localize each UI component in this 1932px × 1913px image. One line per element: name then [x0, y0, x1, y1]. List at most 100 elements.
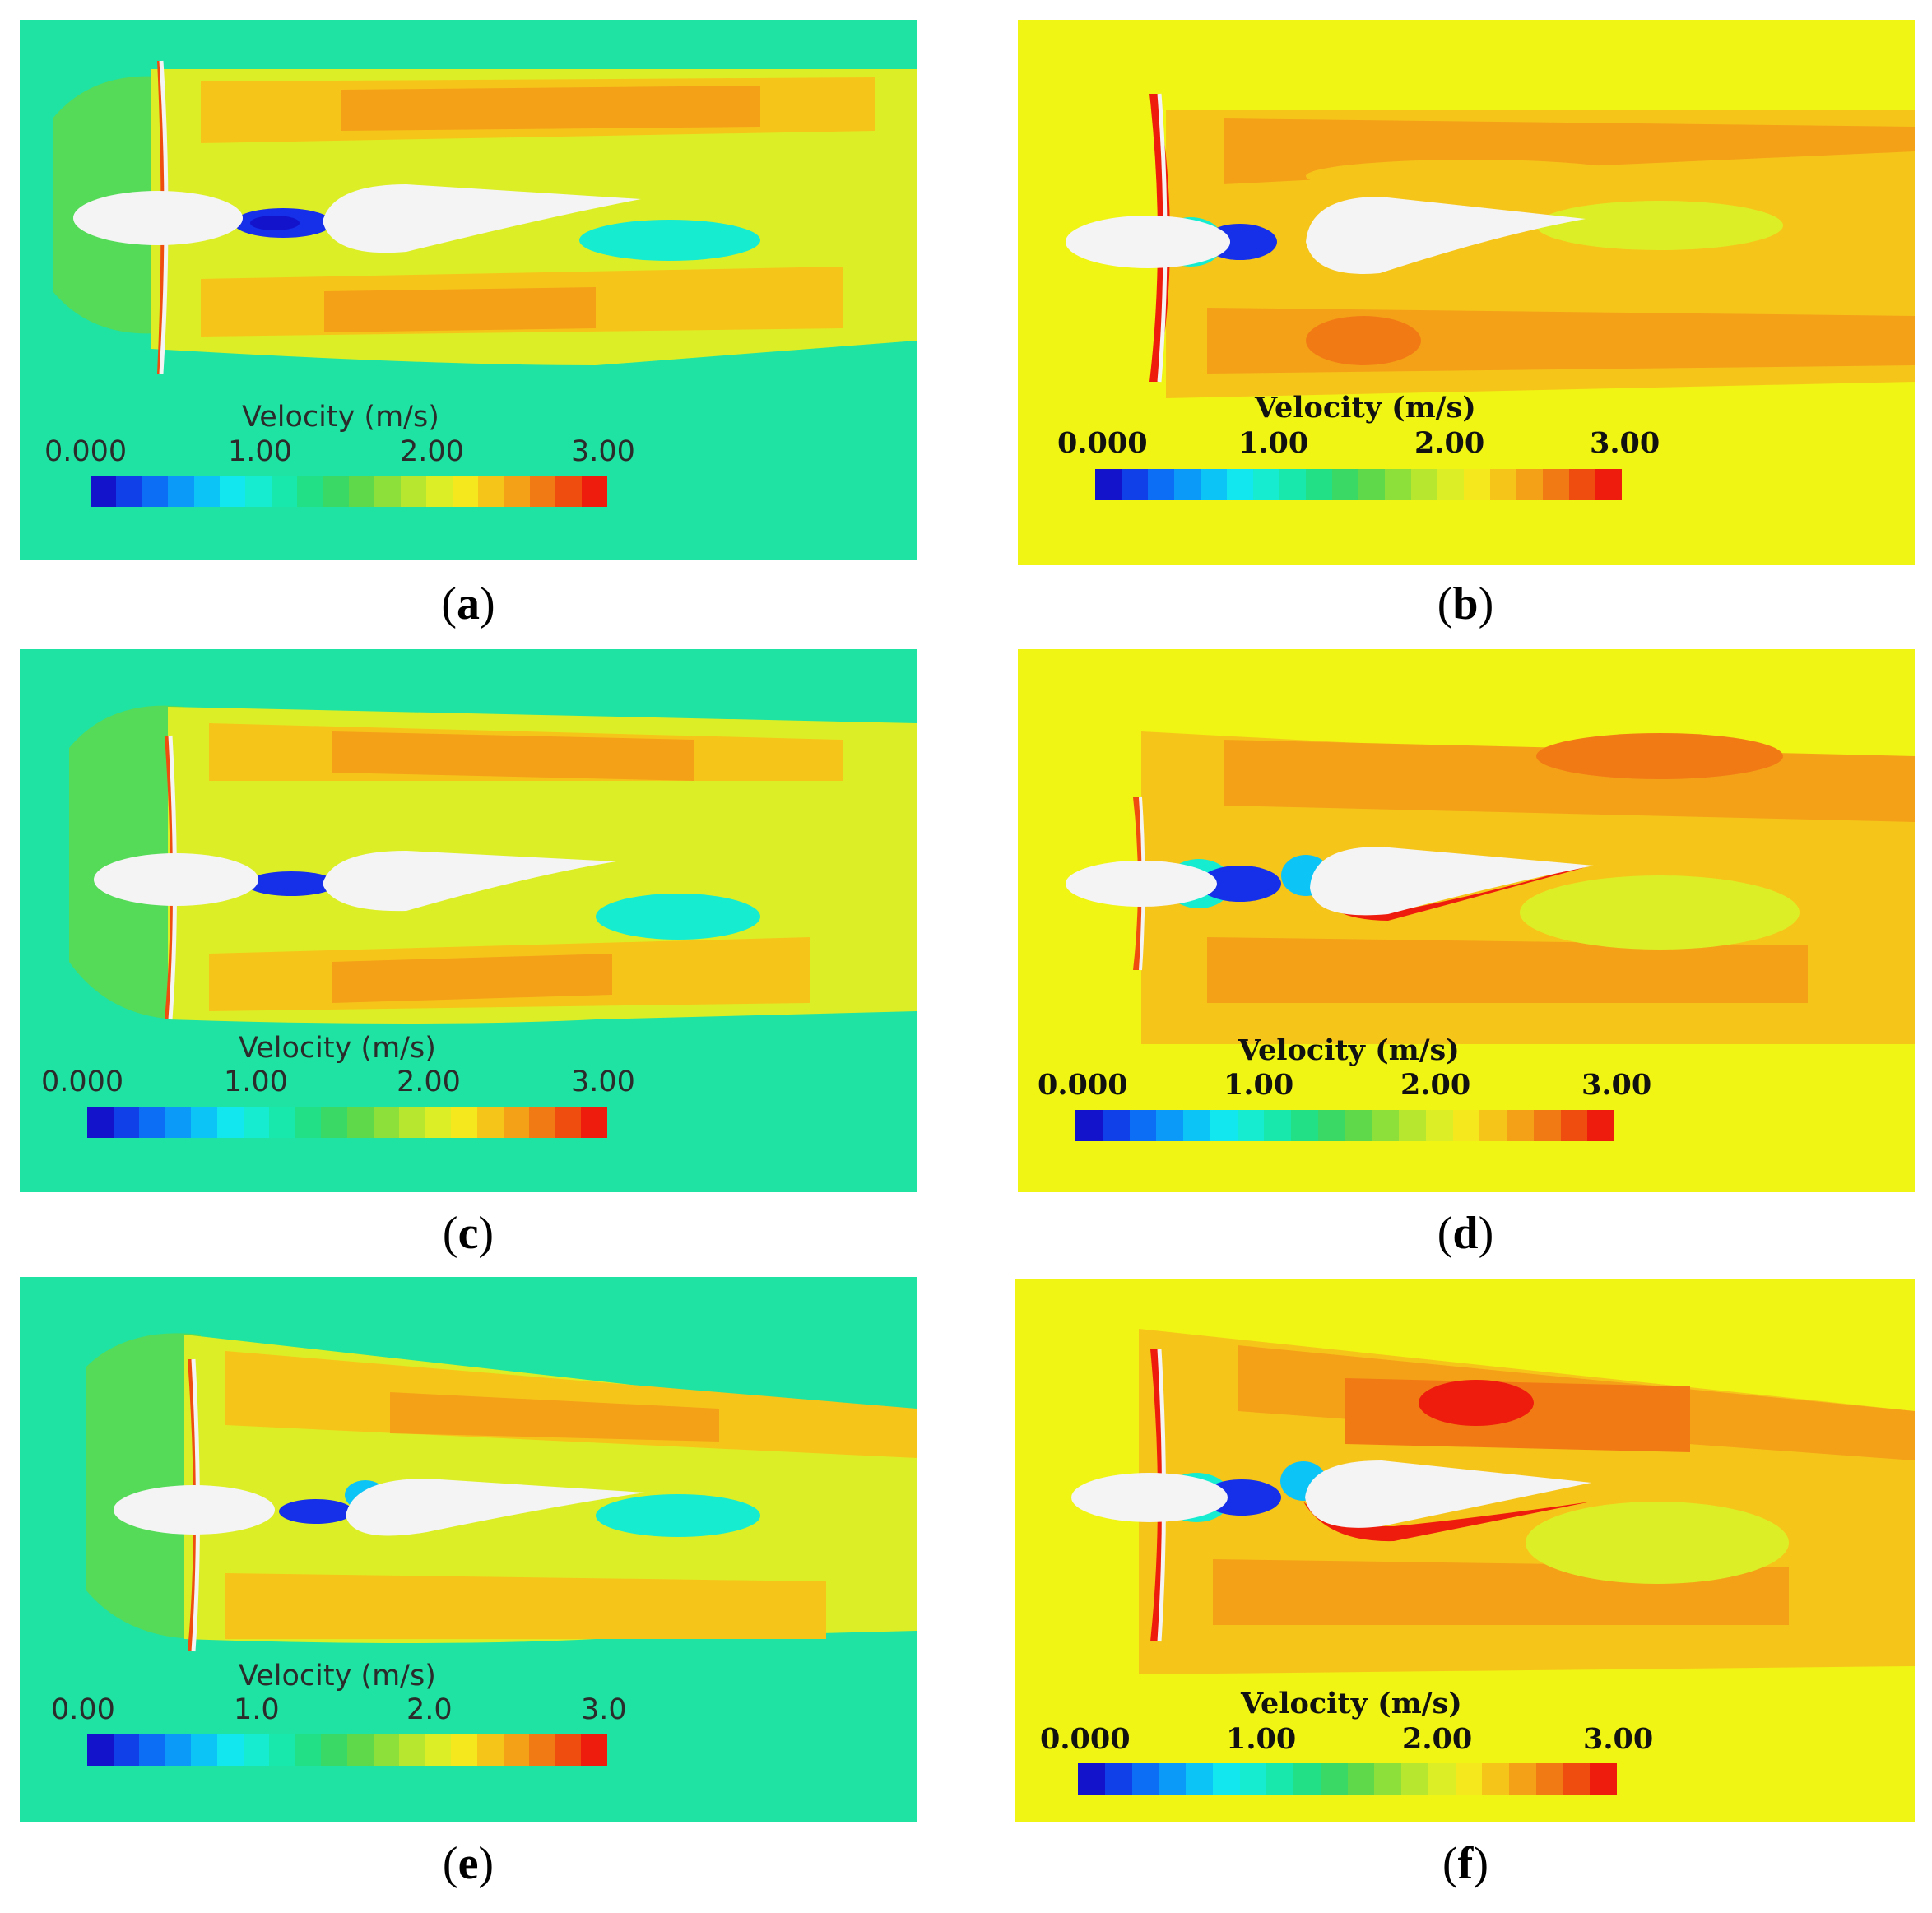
colorbar-swatch — [1455, 1763, 1483, 1795]
colorbar-swatch — [269, 1734, 295, 1766]
colorbar-swatch — [426, 476, 453, 507]
colorbar-swatch — [321, 1734, 347, 1766]
colorbar-swatch — [193, 476, 221, 507]
contour-panel-a: Velocity (m/s) 0.000 1.00 2.00 3.00 — [20, 20, 917, 560]
colorbar-swatch — [1317, 1110, 1345, 1141]
colorbar-swatch — [113, 1107, 140, 1138]
colorbar-tick-0: 0.000 — [41, 1066, 124, 1098]
colorbar-tick-2: 2.00 — [1414, 426, 1485, 460]
colorbar-swatch — [1306, 469, 1332, 500]
colorbar-title: Velocity (m/s) — [1255, 391, 1476, 425]
caption-e: (e) — [442, 1838, 495, 1889]
colorbar — [1075, 1110, 1614, 1141]
colorbar-swatch — [1372, 1110, 1399, 1141]
colorbar-swatch — [1332, 469, 1358, 500]
colorbar-swatch — [374, 476, 401, 507]
colorbar-swatch — [1291, 1110, 1318, 1141]
colorbar-tick-3: 3.00 — [571, 435, 635, 468]
colorbar-swatch — [295, 1107, 322, 1138]
colorbar-swatch — [425, 1734, 452, 1766]
colorbar-swatch — [220, 476, 246, 507]
colorbar-swatch — [1253, 469, 1279, 500]
contour-panel-f: Velocity (m/s) 0.000 1.00 2.00 3.00 — [1015, 1279, 1915, 1822]
colorbar-swatch — [555, 1107, 582, 1138]
contour-panel-e: Velocity (m/s) 0.00 1.0 2.0 3.0 — [20, 1277, 917, 1822]
colorbar-swatch — [1293, 1763, 1321, 1795]
colorbar-swatch — [321, 1107, 347, 1138]
colorbar-swatch — [373, 1734, 400, 1766]
colorbar-tick-2: 2.0 — [406, 1693, 453, 1726]
colorbar-swatch — [271, 476, 298, 507]
colorbar-swatch — [581, 1734, 607, 1766]
colorbar-swatch — [452, 476, 479, 507]
caption-a: (a) — [441, 578, 495, 629]
colorbar-swatch — [1563, 1763, 1591, 1795]
colorbar-swatch — [346, 1107, 374, 1138]
colorbar-swatch — [1452, 1110, 1480, 1141]
colorbar-swatch — [91, 476, 117, 507]
colorbar-swatch — [1159, 1763, 1186, 1795]
colorbar-swatch — [142, 476, 169, 507]
colorbar-swatch — [478, 476, 504, 507]
colorbar-swatch — [1075, 1110, 1103, 1141]
colorbar-swatch — [555, 476, 582, 507]
colorbar-tick-3: 3.00 — [1581, 1068, 1652, 1102]
colorbar-swatch — [503, 1107, 530, 1138]
colorbar-swatch — [1590, 1763, 1617, 1795]
colorbar-swatch — [1535, 1763, 1563, 1795]
colorbar-tick-0: 0.000 — [1038, 1068, 1128, 1102]
colorbar-swatch — [346, 1734, 374, 1766]
colorbar-swatch — [1399, 1110, 1426, 1141]
colorbar-swatch — [425, 1107, 452, 1138]
colorbar-swatch — [555, 1734, 582, 1766]
colorbar-swatch — [1102, 1110, 1130, 1141]
colorbar-title: Velocity (m/s) — [1241, 1687, 1462, 1720]
colorbar-swatch — [295, 1734, 322, 1766]
colorbar-title: Velocity (m/s) — [1238, 1033, 1460, 1067]
colorbar-title: Velocity (m/s) — [242, 401, 439, 434]
colorbar-swatch — [1437, 469, 1464, 500]
colorbar-swatch — [1347, 1763, 1375, 1795]
colorbar-swatch — [1507, 1110, 1534, 1141]
colorbar-swatch — [1490, 469, 1516, 500]
colorbar-swatch — [1174, 469, 1201, 500]
velocity-contour-a — [20, 20, 917, 560]
colorbar-tick-3: 3.00 — [571, 1066, 635, 1098]
colorbar-swatch — [87, 1734, 114, 1766]
colorbar-tick-3: 3.0 — [581, 1693, 627, 1726]
caption-c: (c) — [442, 1208, 495, 1259]
colorbar-swatch — [1533, 1110, 1561, 1141]
colorbar-tick-2: 2.00 — [397, 1066, 461, 1098]
colorbar — [87, 1734, 607, 1766]
colorbar-swatch — [581, 1107, 607, 1138]
colorbar — [1078, 1763, 1617, 1795]
colorbar-swatch — [297, 476, 323, 507]
colorbar-tick-2: 2.00 — [1400, 1068, 1471, 1102]
colorbar — [1095, 469, 1622, 500]
contour-panel-b: Velocity (m/s) 0.000 1.00 2.00 3.00 — [1018, 20, 1915, 565]
colorbar-swatch — [504, 476, 530, 507]
colorbar-swatch — [1122, 469, 1148, 500]
colorbar-swatch — [1516, 469, 1543, 500]
colorbar-swatch — [1425, 1110, 1453, 1141]
contour-panel-c: Velocity (m/s) 0.000 1.00 2.00 3.00 — [20, 649, 917, 1192]
colorbar-swatch — [191, 1107, 217, 1138]
colorbar-swatch — [1129, 1110, 1157, 1141]
colorbar-swatch — [165, 1107, 192, 1138]
colorbar-swatch — [1401, 1763, 1428, 1795]
colorbar-swatch — [1560, 1110, 1588, 1141]
colorbar-swatch — [139, 1107, 165, 1138]
colorbar-swatch — [191, 1734, 217, 1766]
colorbar-swatch — [1212, 1763, 1240, 1795]
colorbar-swatch — [1266, 1763, 1293, 1795]
colorbar-swatch — [399, 1107, 425, 1138]
colorbar-swatch — [1411, 469, 1437, 500]
colorbar-swatch — [529, 1734, 555, 1766]
colorbar-swatch — [1104, 1763, 1132, 1795]
colorbar-swatch — [503, 1734, 530, 1766]
contour-panel-d: Velocity (m/s) 0.000 1.00 2.00 3.00 — [1018, 649, 1915, 1192]
colorbar-title: Velocity (m/s) — [239, 1032, 436, 1065]
colorbar-swatch — [451, 1107, 477, 1138]
colorbar-swatch — [1279, 469, 1306, 500]
colorbar-swatch — [216, 1107, 244, 1138]
